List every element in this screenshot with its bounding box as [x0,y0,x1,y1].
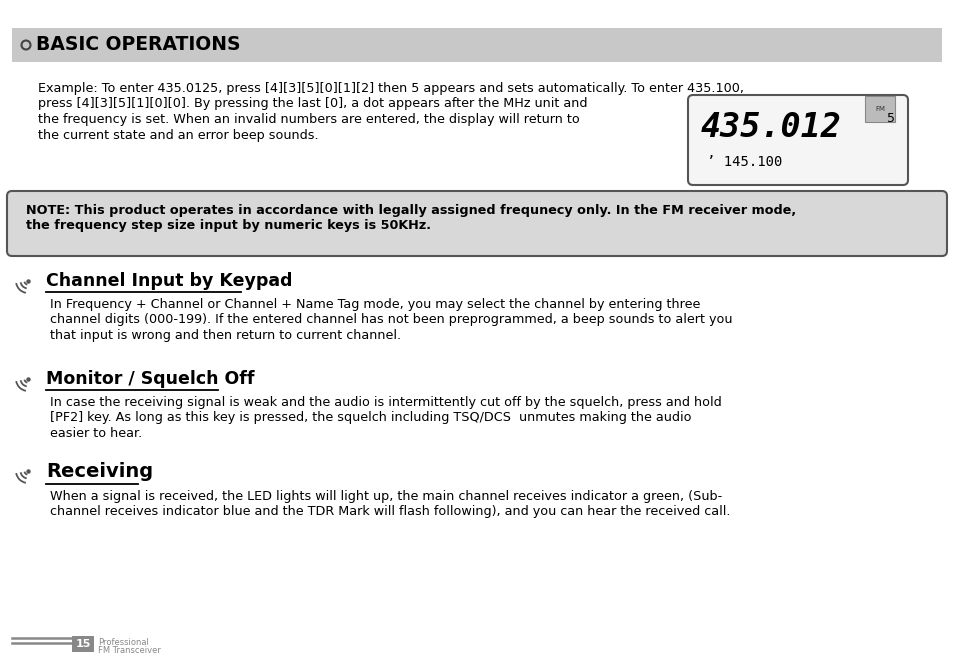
FancyBboxPatch shape [12,28,941,62]
FancyBboxPatch shape [687,95,907,185]
Text: press [4][3][5][1][0][0]. By pressing the last [0], a dot appears after the MHz : press [4][3][5][1][0][0]. By pressing th… [38,98,587,110]
Text: the current state and an error beep sounds.: the current state and an error beep soun… [38,128,318,142]
Text: 5: 5 [886,112,894,125]
Text: channel receives indicator blue and the TDR Mark will flash following), and you : channel receives indicator blue and the … [50,506,730,518]
Text: 15: 15 [75,639,91,649]
Text: 435.012: 435.012 [700,111,841,144]
Text: Channel Input by Keypad: Channel Input by Keypad [46,272,293,290]
Text: easier to hear.: easier to hear. [50,427,142,440]
FancyBboxPatch shape [7,191,946,256]
Text: the frequency step size input by numeric keys is 50KHz.: the frequency step size input by numeric… [26,220,431,232]
Text: Example: To enter 435.0125, press [4][3][5][0][1][2] then 5 appears and sets aut: Example: To enter 435.0125, press [4][3]… [38,82,743,95]
Text: BASIC OPERATIONS: BASIC OPERATIONS [36,35,240,55]
Text: Monitor / Squelch Off: Monitor / Squelch Off [46,370,254,388]
Text: NOTE: This product operates in accordance with legally assigned frequnecy only. : NOTE: This product operates in accordanc… [26,204,796,217]
FancyBboxPatch shape [71,636,94,652]
Text: FM Transceiver: FM Transceiver [98,646,161,655]
Text: Receiving: Receiving [46,462,153,481]
Text: In Frequency + Channel or Channel + Name Tag mode, you may select the channel by: In Frequency + Channel or Channel + Name… [50,298,700,311]
Text: When a signal is received, the LED lights will light up, the main channel receiv: When a signal is received, the LED light… [50,490,721,503]
Text: channel digits (000-199). If the entered channel has not been preprogrammed, a b: channel digits (000-199). If the entered… [50,313,732,327]
Text: FM: FM [874,106,884,112]
Text: Professional: Professional [98,638,149,647]
Text: [PF2] key. As long as this key is pressed, the squelch including TSQ/DCS  unmute: [PF2] key. As long as this key is presse… [50,411,691,424]
Text: the frequency is set. When an invalid numbers are entered, the display will retu: the frequency is set. When an invalid nu… [38,113,579,126]
Text: that input is wrong and then return to current channel.: that input is wrong and then return to c… [50,329,400,342]
Text: ’ 145.100: ’ 145.100 [706,155,781,169]
Text: In case the receiving signal is weak and the audio is intermittently cut off by : In case the receiving signal is weak and… [50,396,721,409]
